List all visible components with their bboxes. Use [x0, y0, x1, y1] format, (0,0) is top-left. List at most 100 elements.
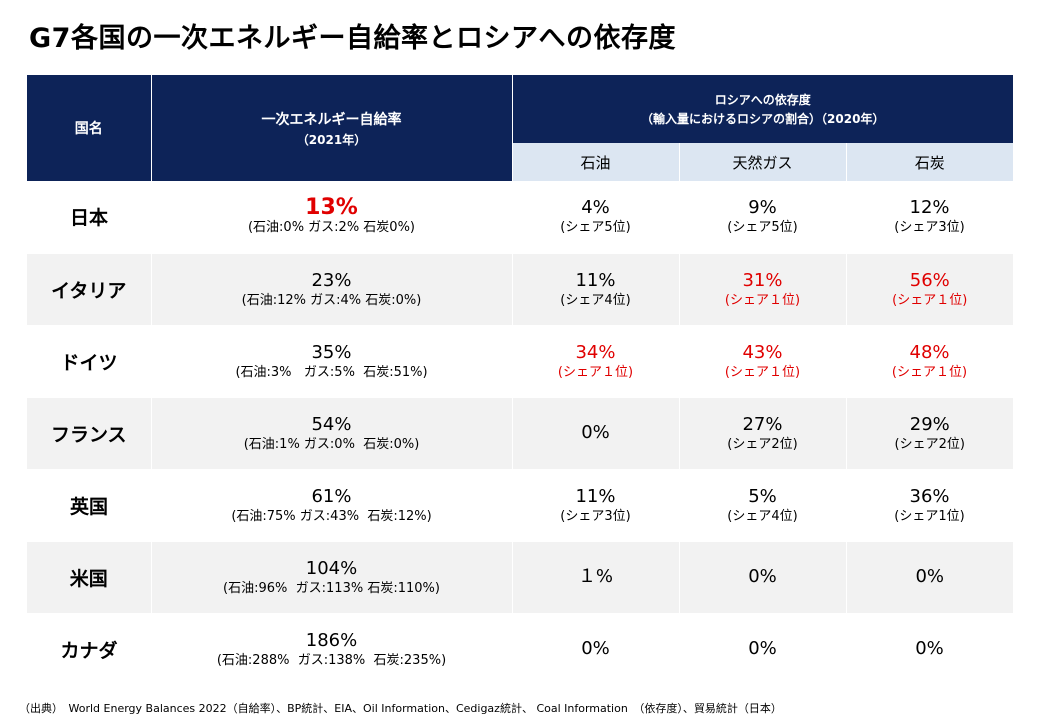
self-sufficiency-detail: (石油:75% ガス:43% 石炭:12%): [231, 508, 432, 524]
self-sufficiency-cell: 186% (石油:288% ガス:138% 石炭:235%): [151, 613, 512, 686]
table-row: イタリア 23% (石油:12% ガス:4% 石炭:0%) 11% (シェア4位…: [27, 253, 1014, 326]
oil-value: 11%: [575, 269, 616, 291]
gas-value: 43%: [742, 341, 783, 363]
gas-cell: 0%: [678, 541, 846, 614]
coal-rank: (シェア3位): [894, 220, 965, 236]
self-sufficiency-value: 186%: [305, 629, 358, 651]
oil-value: 34%: [575, 341, 616, 363]
header-dependency-label: ロシアへの依存度: [714, 93, 811, 107]
coal-rank: (シェア１位): [892, 292, 968, 308]
self-sufficiency-cell: 23% (石油:12% ガス:4% 石炭:0%): [150, 253, 512, 326]
header-gas: 天然ガス: [678, 143, 846, 181]
header-dependency: ロシアへの依存度 （輸入量におけるロシアの割合）（2020年）: [512, 75, 1014, 143]
self-sufficiency-detail: (石油:3% ガス:5% 石炭:51%): [235, 364, 428, 380]
self-sufficiency-detail: (石油:1% ガス:0% 石炭:0%): [243, 436, 420, 452]
header-self-sufficiency-label: 一次エネルギー自給率: [261, 111, 402, 128]
coal-cell: 12% (シェア3位): [846, 181, 1014, 254]
oil-cell: 4% (シェア5位): [512, 181, 679, 254]
self-sufficiency-cell: 54% (石油:1% ガス:0% 石炭:0%): [150, 397, 512, 470]
country-name: 日本: [27, 181, 151, 254]
table-row: フランス 54% (石油:1% ガス:0% 石炭:0%) 0% 27% (シェア…: [27, 397, 1014, 470]
coal-value: 48%: [909, 341, 950, 363]
header-self-sufficiency-year: （2021年）: [296, 132, 367, 147]
country-name: フランス: [27, 397, 151, 470]
oil-cell: 11% (シェア3位): [512, 469, 679, 542]
coal-value: 0%: [915, 638, 944, 659]
gas-rank: (シェア5位): [727, 220, 798, 236]
self-sufficiency-value: 104%: [305, 557, 358, 579]
self-sufficiency-value: 35%: [311, 341, 352, 363]
self-sufficiency-detail: (石油:288% ガス:138% 石炭:235%): [216, 652, 447, 668]
table-row: 日本 13% (石油:0% ガス:2% 石炭0%) 4% (シェア5位) 9% …: [27, 181, 1014, 254]
oil-cell: 0%: [512, 613, 679, 686]
coal-rank: (シェア2位): [894, 436, 965, 452]
table-row: 英国 61% (石油:75% ガス:43% 石炭:12%) 11% (シェア3位…: [27, 469, 1014, 542]
coal-rank: (シェア1位): [894, 508, 965, 524]
self-sufficiency-cell: 13% (石油:0% ガス:2% 石炭0%): [151, 181, 512, 254]
oil-rank: (シェア3位): [560, 508, 631, 524]
self-sufficiency-cell: 104% (石油:96% ガス:113% 石炭:110%): [150, 541, 512, 614]
coal-cell: 48% (シェア１位): [846, 325, 1014, 398]
gas-cell: 9% (シェア5位): [679, 181, 846, 254]
coal-cell: 36% (シェア1位): [846, 469, 1014, 542]
gas-value: 0%: [748, 638, 777, 659]
gas-cell: 0%: [679, 613, 846, 686]
gas-cell: 27% (シェア2位): [678, 397, 846, 470]
gas-value: 5%: [748, 485, 777, 507]
oil-cell: １%: [511, 541, 679, 614]
coal-value: 12%: [909, 197, 950, 219]
gas-rank: (シェア１位): [724, 292, 801, 308]
self-sufficiency-value: 61%: [311, 485, 352, 507]
gas-cell: 43% (シェア１位): [679, 325, 846, 398]
oil-value: 4%: [581, 197, 610, 219]
header-country: 国名: [27, 75, 152, 181]
gas-cell: 31% (シェア１位): [678, 253, 846, 326]
coal-cell: 29% (シェア2位): [845, 397, 1014, 470]
coal-cell: 0%: [845, 541, 1014, 614]
header-self-sufficiency: 一次エネルギー自給率 （2021年）: [151, 75, 513, 181]
table-row: 米国 104% (石油:96% ガス:113% 石炭:110%) １% 0% 0…: [27, 541, 1014, 614]
oil-value: １%: [577, 566, 614, 587]
country-name: カナダ: [27, 613, 151, 686]
header-coal: 石炭: [845, 143, 1014, 181]
coal-rank: (シェア１位): [891, 364, 968, 380]
self-sufficiency-detail: (石油:96% ガス:113% 石炭:110%): [223, 580, 440, 596]
oil-value: 0%: [581, 422, 610, 443]
oil-rank: (シェア5位): [560, 220, 631, 236]
coal-cell: 0%: [846, 613, 1014, 686]
source-note: （出典） World Energy Balances 2022（自給率）、BP統…: [19, 702, 782, 715]
oil-rank: (シェア１位): [557, 364, 634, 380]
gas-cell: 5% (シェア4位): [679, 469, 846, 542]
table-row: ドイツ 35% (石油:3% ガス:5% 石炭:51%) 34% (シェア１位)…: [27, 325, 1014, 398]
self-sufficiency-value: 23%: [311, 269, 352, 291]
oil-cell: 11% (シェア4位): [511, 253, 679, 326]
self-sufficiency-cell: 61% (石油:75% ガス:43% 石炭:12%): [151, 469, 512, 542]
oil-cell: 34% (シェア１位): [512, 325, 679, 398]
header-dependency-note: （輸入量におけるロシアの割合）（2020年）: [641, 112, 885, 126]
page-title: G7各国の一次エネルギー自給率とロシアへの依存度: [29, 23, 676, 54]
gas-value: 31%: [742, 269, 783, 291]
gas-value: 27%: [742, 413, 783, 435]
self-sufficiency-value: 54%: [311, 413, 352, 435]
self-sufficiency-detail: (石油:0% ガス:2% 石炭0%): [247, 220, 416, 236]
gas-rank: (シェア2位): [727, 436, 798, 452]
header-oil: 石油: [511, 143, 679, 181]
country-name: 英国: [27, 469, 151, 542]
g7-energy-table: 国名 一次エネルギー自給率 （2021年） ロシアへの依存度 （輸入量におけるロ…: [27, 75, 1014, 686]
country-name: イタリア: [27, 253, 151, 326]
coal-cell: 56% (シェア１位): [845, 253, 1014, 326]
gas-rank: (シェア4位): [727, 508, 798, 524]
gas-value: 0%: [748, 566, 777, 587]
coal-value: 29%: [909, 413, 950, 435]
table-row: カナダ 186% (石油:288% ガス:138% 石炭:235%) 0% 0%…: [27, 613, 1014, 686]
oil-value: 0%: [581, 638, 610, 659]
coal-value: 56%: [909, 269, 950, 291]
gas-value: 9%: [748, 197, 777, 219]
oil-cell: 0%: [511, 397, 679, 470]
oil-value: 11%: [575, 485, 616, 507]
country-name: ドイツ: [27, 325, 151, 398]
coal-value: 36%: [909, 485, 950, 507]
country-name: 米国: [27, 541, 151, 614]
self-sufficiency-cell: 35% (石油:3% ガス:5% 石炭:51%): [151, 325, 512, 398]
coal-value: 0%: [915, 566, 945, 587]
